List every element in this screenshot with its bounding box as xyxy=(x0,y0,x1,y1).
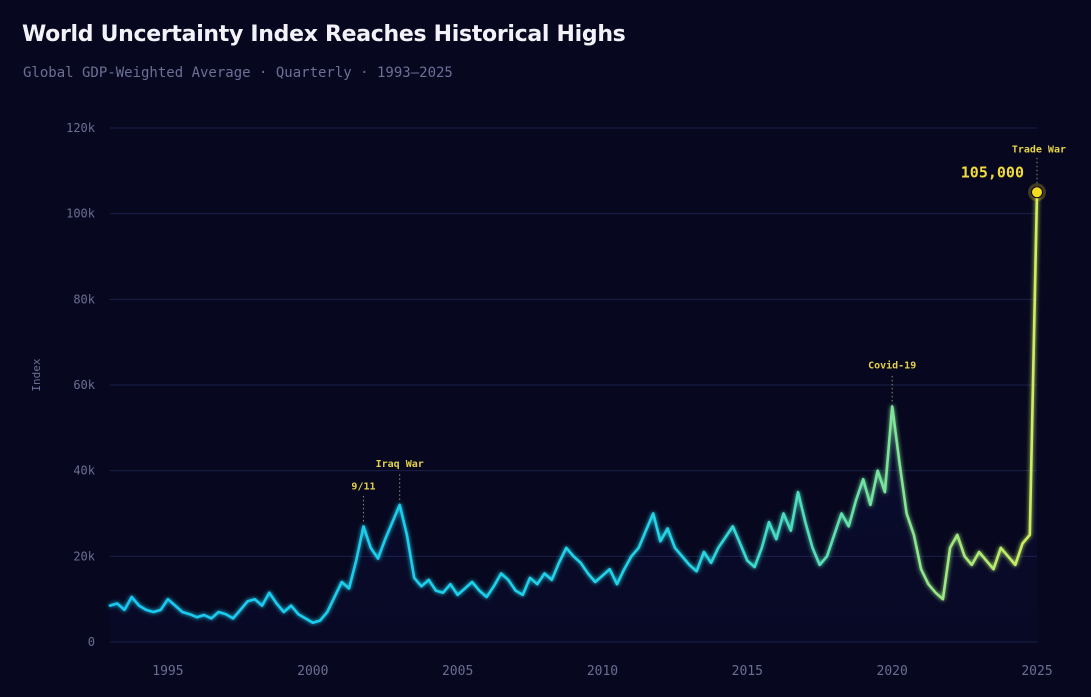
y-tick-label: 20k xyxy=(73,549,95,563)
chart-title: World Uncertainty Index Reaches Historic… xyxy=(22,22,626,47)
x-tick-label: 2000 xyxy=(297,664,328,679)
y-axis-label: Index xyxy=(30,358,43,391)
y-tick-label: 60k xyxy=(73,378,95,392)
annotation-label: Covid-19 xyxy=(868,359,916,371)
y-tick-label: 0 xyxy=(88,635,95,649)
y-tick-label: 120k xyxy=(66,121,96,135)
y-tick-label: 80k xyxy=(73,292,95,306)
x-tick-label: 2010 xyxy=(587,664,618,679)
x-tick-label: 2015 xyxy=(732,664,763,679)
x-axis-ticks: 1995 2000 2005 2010 2015 2020 2025 xyxy=(152,664,1052,679)
series-line xyxy=(108,191,1039,624)
x-tick-label: 2025 xyxy=(1021,664,1052,679)
y-tick-label: 100k xyxy=(66,207,96,221)
y-tick-label: 40k xyxy=(73,464,95,478)
series-area xyxy=(110,192,1037,643)
peak-marker xyxy=(1031,186,1043,199)
x-tick-label: 2020 xyxy=(877,664,908,679)
annotation-label: 9/11 xyxy=(351,481,375,492)
chart-subtitle: Global GDP-Weighted Average · Quarterly … xyxy=(23,65,453,81)
y-axis-ticks: 0 20k 40k 60k 80k 100k 120k xyxy=(66,121,96,649)
x-tick-label: 1995 xyxy=(152,664,183,679)
annotation-label: Iraq War xyxy=(376,459,424,470)
peak-value-label: 105,000 xyxy=(961,163,1024,181)
x-tick-label: 2005 xyxy=(442,664,473,679)
annotation-label: Trade War xyxy=(1012,144,1066,155)
